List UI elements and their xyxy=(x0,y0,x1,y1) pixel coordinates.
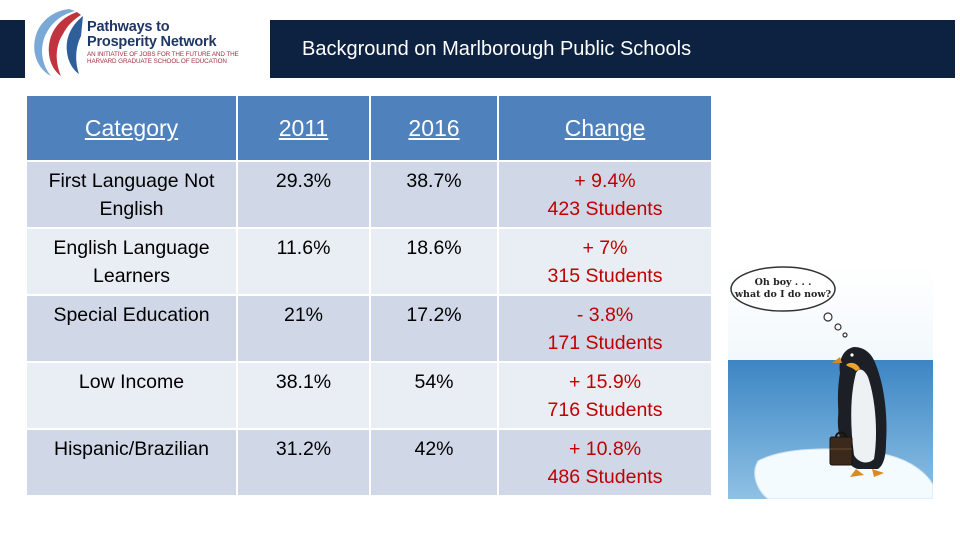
cell-2011: 38.1% xyxy=(236,361,371,430)
change-students: 716 Students xyxy=(547,399,663,421)
cell-category: Special Education xyxy=(25,294,238,363)
cell-change: - 3.8% 171 Students xyxy=(497,294,713,363)
table-row: Low Income 38.1% 54% + 15.9% 716 Student… xyxy=(25,361,713,430)
header-2016: 2016 xyxy=(369,94,499,162)
cell-change: + 9.4% 423 Students xyxy=(497,160,713,229)
logo-swoosh-icon xyxy=(34,9,83,76)
change-percent: + 9.4% xyxy=(574,170,636,192)
cell-2016: 38.7% xyxy=(369,160,499,229)
cell-2016: 54% xyxy=(369,361,499,430)
change-percent: + 7% xyxy=(582,237,628,259)
cell-2016: 42% xyxy=(369,428,499,497)
change-percent: + 15.9% xyxy=(568,371,642,393)
change-percent: + 10.8% xyxy=(568,438,642,460)
header-change: Change xyxy=(497,94,713,162)
logo-line1: Pathways to xyxy=(87,19,170,35)
cell-2016: 18.6% xyxy=(369,227,499,296)
table-header-row: Category 2011 2016 Change xyxy=(25,94,713,162)
penguin-illustration: Oh boy . . . what do I do now? xyxy=(728,265,933,499)
logo-subtitle: AN INITIATIVE OF JOBS FOR THE FUTURE AND… xyxy=(87,51,239,65)
header-category: Category xyxy=(25,94,238,162)
cell-2011: 29.3% xyxy=(236,160,371,229)
table-row: English Language Learners 11.6% 18.6% + … xyxy=(25,227,713,296)
slide-title: Background on Marlborough Public Schools xyxy=(302,38,692,60)
table-row: First Language Not English 29.3% 38.7% +… xyxy=(25,160,713,229)
cell-2011: 11.6% xyxy=(236,227,371,296)
cell-2016: 17.2% xyxy=(369,294,499,363)
thought-bubble: Oh boy . . . what do I do now? xyxy=(730,266,848,338)
cell-change: + 10.8% 486 Students xyxy=(497,428,713,497)
change-percent: - 3.8% xyxy=(576,304,634,326)
thought-bubble-text: Oh boy . . . what do I do now? xyxy=(734,277,832,300)
change-students: 171 Students xyxy=(547,332,663,354)
briefcase-icon xyxy=(829,431,853,466)
table-row: Hispanic/Brazilian 31.2% 42% + 10.8% 486… xyxy=(25,428,713,497)
header-2011: 2011 xyxy=(236,94,371,162)
cell-change: + 7% 315 Students xyxy=(497,227,713,296)
cell-category: First Language Not English xyxy=(25,160,238,229)
cell-2011: 31.2% xyxy=(236,428,371,497)
demographics-table: Category 2011 2016 Change First Language… xyxy=(25,94,713,497)
logo: Pathways to Prosperity Network AN INITIA… xyxy=(25,6,270,78)
cell-category: Hispanic/Brazilian xyxy=(25,428,238,497)
cell-2011: 21% xyxy=(236,294,371,363)
cell-change: + 15.9% 716 Students xyxy=(497,361,713,430)
change-students: 486 Students xyxy=(547,466,663,488)
table-row: Special Education 21% 17.2% - 3.8% 171 S… xyxy=(25,294,713,363)
logo-line2: Prosperity Network xyxy=(87,34,217,50)
logo-text: Pathways to Prosperity Network AN INITIA… xyxy=(87,20,267,65)
cell-category: English Language Learners xyxy=(25,227,238,296)
change-students: 315 Students xyxy=(547,265,663,287)
cell-category: Low Income xyxy=(25,361,238,430)
change-students: 423 Students xyxy=(547,198,663,220)
